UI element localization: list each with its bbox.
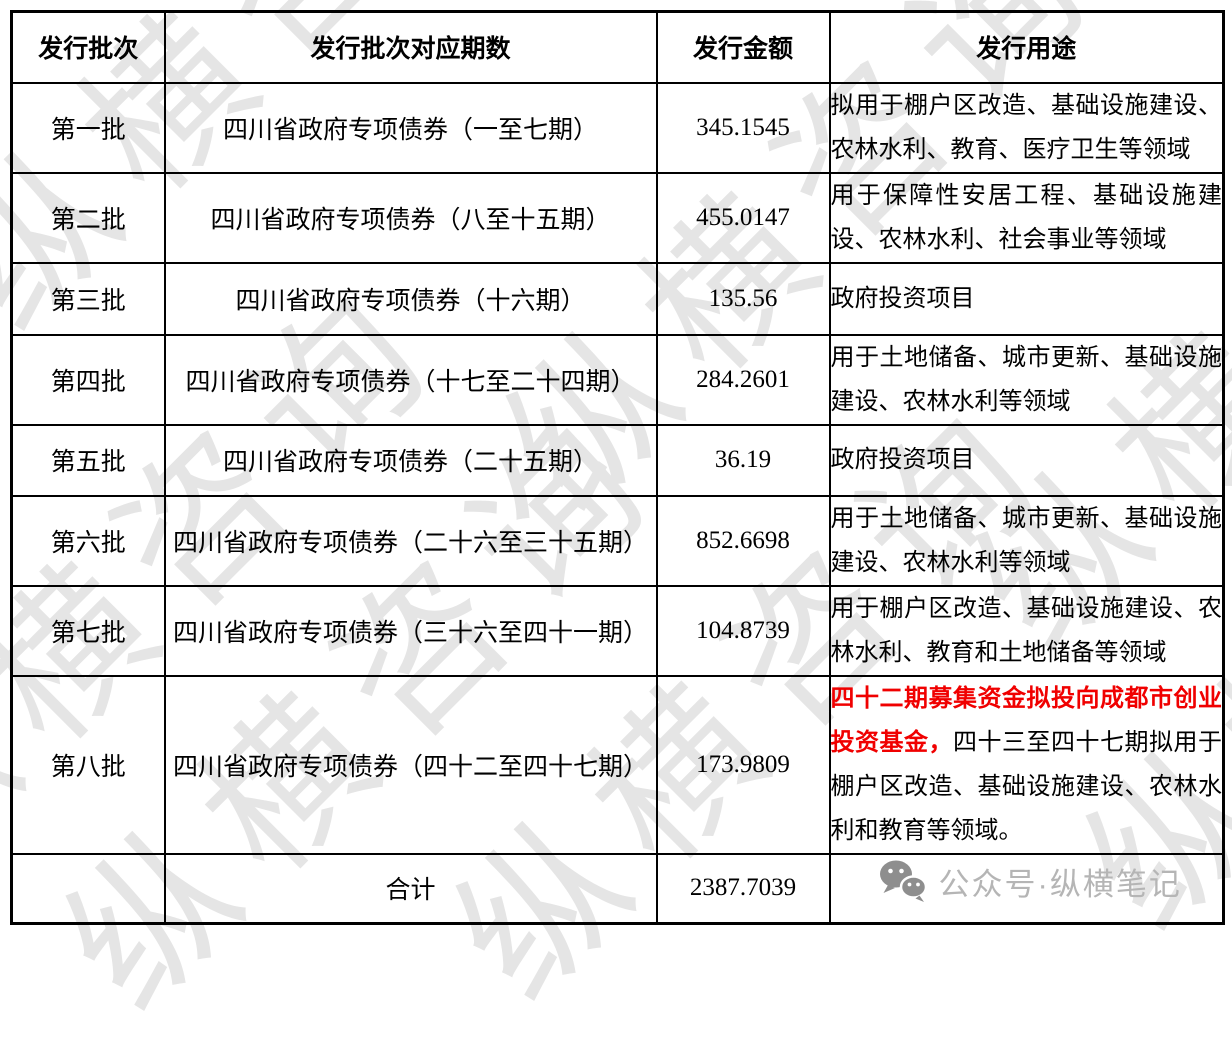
table-row: 第二批 四川省政府专项债券（八至十五期） 455.0147 用于保障性安居工程、… <box>10 171 1225 264</box>
wechat-account-badge: 公众号·纵横笔记 <box>832 855 1222 921</box>
table-row: 第八批 四川省政府专项债券（四十二至四十七期） 173.9809 四十二期募集资… <box>10 674 1225 855</box>
amount-cell: 284.2601 <box>655 333 831 426</box>
amount-cell: 36.19 <box>655 423 831 497</box>
table-row: 第三批 四川省政府专项债券（十六期） 135.56 政府投资项目 <box>10 261 1225 336</box>
periods-cell: 四川省政府专项债券（八至十五期） <box>163 171 658 264</box>
batch-cell: 第四批 <box>10 333 166 426</box>
wechat-account-label: 公众号·纵横笔记 <box>938 866 1182 902</box>
batch-cell: 第七批 <box>10 584 166 677</box>
amount-cell: 852.6698 <box>655 494 831 587</box>
batch-cell: 第一批 <box>10 81 166 174</box>
table-row: 第五批 四川省政府专项债券（二十五期） 36.19 政府投资项目 <box>10 423 1225 497</box>
table-row: 第七批 四川省政府专项债券（三十六至四十一期） 104.8739 用于棚户区改造… <box>10 584 1225 677</box>
purpose-cell: 用于土地储备、城市更新、基础设施建设、农林水利等领域 <box>828 333 1225 426</box>
table-row: 第四批 四川省政府专项债券（十七至二十四期） 284.2601 用于土地储备、城… <box>10 333 1225 426</box>
periods-cell: 四川省政府专项债券（十六期） <box>163 261 658 336</box>
batch-cell: 第三批 <box>10 261 166 336</box>
amount-cell: 173.9809 <box>655 674 831 855</box>
wechat-icon <box>879 860 927 902</box>
table-header-row: 发行批次 发行批次对应期数 发行金额 发行用途 <box>10 10 1225 84</box>
batch-cell: 第二批 <box>10 171 166 264</box>
batch-cell: 第六批 <box>10 494 166 587</box>
header-amount: 发行金额 <box>655 10 831 84</box>
total-amount-cell: 2387.7039 <box>655 852 831 924</box>
purpose-cell: 政府投资项目 <box>828 261 1225 336</box>
purpose-cell: 政府投资项目 <box>828 423 1225 497</box>
amount-cell: 455.0147 <box>655 171 831 264</box>
purpose-cell: 用于棚户区改造、基础设施建设、农林水利、教育和土地储备等领域 <box>828 584 1225 677</box>
periods-cell: 四川省政府专项债券（一至七期） <box>163 81 658 174</box>
amount-cell: 345.1545 <box>655 81 831 174</box>
batch-cell: 第八批 <box>10 674 166 855</box>
periods-cell: 四川省政府专项债券（二十五期） <box>163 423 658 497</box>
footer-logo-cell: 公众号·纵横笔记 <box>828 852 1225 924</box>
table-total-row: 合计 2387.7039 <box>10 852 1225 924</box>
purpose-rest: 四十三至四十七期拟用于棚户区改造、基础设施建设、农林水利和教育等领域。 <box>830 729 1222 844</box>
periods-cell: 四川省政府专项债券（三十六至四十一期） <box>163 584 658 677</box>
purpose-cell: 用于土地储备、城市更新、基础设施建设、农林水利等领域 <box>828 494 1225 587</box>
table-row: 第六批 四川省政府专项债券（二十六至三十五期） 852.6698 用于土地储备、… <box>10 494 1225 587</box>
purpose-cell: 四十二期募集资金拟投向成都市创业投资基金，四十三至四十七期拟用于棚户区改造、基础… <box>828 674 1225 855</box>
purpose-cell: 拟用于棚户区改造、基础设施建设、农林水利、教育、医疗卫生等领域 <box>828 81 1225 174</box>
header-batch: 发行批次 <box>10 10 166 84</box>
purpose-cell: 用于保障性安居工程、基础设施建设、农林水利、社会事业等领域 <box>828 171 1225 264</box>
amount-cell: 135.56 <box>655 261 831 336</box>
amount-cell: 104.8739 <box>655 584 831 677</box>
periods-cell: 四川省政府专项债券（二十六至三十五期） <box>163 494 658 587</box>
periods-cell: 四川省政府专项债券（四十二至四十七期） <box>163 674 658 855</box>
periods-cell: 四川省政府专项债券（十七至二十四期） <box>163 333 658 426</box>
purpose-highlight-red: 四十二期募集资金拟投向成都市创业投资基金， <box>830 685 1222 756</box>
bond-issuance-table: 发行批次 发行批次对应期数 发行金额 发行用途 第一批 四川省政府专项债券（一至… <box>10 10 1225 925</box>
total-label-cell: 合计 <box>163 852 658 924</box>
total-empty-cell <box>10 852 166 924</box>
header-periods: 发行批次对应期数 <box>163 10 658 84</box>
table-row: 第一批 四川省政府专项债券（一至七期） 345.1545 拟用于棚户区改造、基础… <box>10 81 1225 174</box>
batch-cell: 第五批 <box>10 423 166 497</box>
header-purpose: 发行用途 <box>828 10 1225 84</box>
